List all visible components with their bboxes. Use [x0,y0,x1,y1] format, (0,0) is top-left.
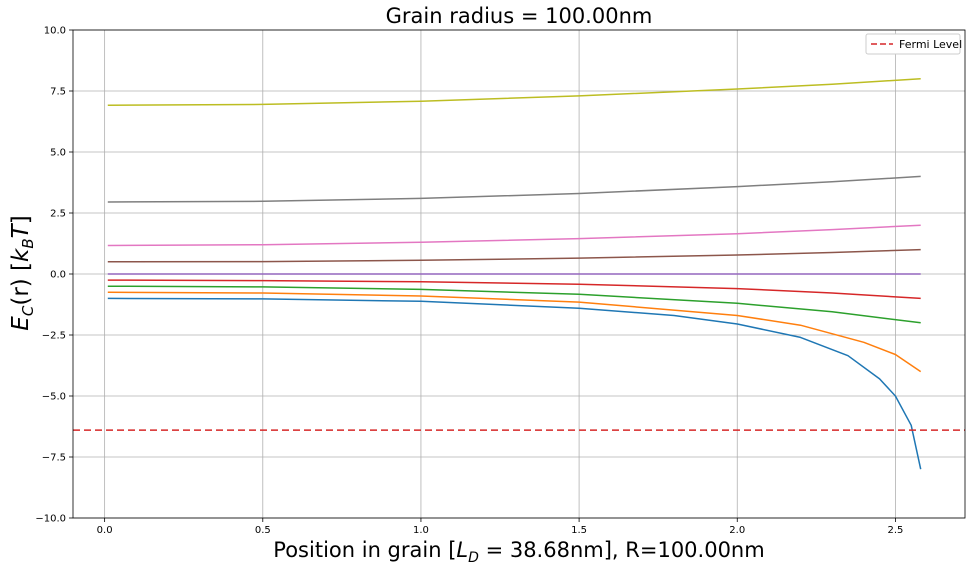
y-tick-label: 5.0 [50,148,66,159]
series-line-7 [107,224,921,247]
series-line-9 [107,78,921,106]
chart-title: Grain radius = 100.00nm [386,4,653,28]
series-line-8 [107,175,921,203]
series-line-2 [107,291,922,373]
legend: Fermi Level [865,33,962,55]
x-tick-label: 0.5 [255,525,271,536]
x-axis-label: Position in grain [LD = 38.68nm], R=100.… [273,538,764,566]
x-tick-label: 1.0 [413,525,429,536]
x-tick-label: 1.5 [571,525,587,536]
series-line-6 [107,248,921,263]
x-tick-label: 2.5 [887,525,903,536]
x-tick-label: 2.0 [729,525,745,536]
y-axis-label: EC(r) [kBT] [8,215,37,330]
y-tick-label: 10.0 [44,26,66,37]
series-line-3 [107,285,921,324]
y-tick-label: −5.0 [42,392,66,403]
y-tick-label: 0.0 [50,270,66,281]
x-tick-label: 0.0 [97,525,113,536]
series-line-1 [107,297,922,470]
y-tick-label: 2.5 [50,209,66,220]
y-tick-label: −10.0 [35,514,66,525]
legend-fermi-label: Fermi Level [899,38,962,51]
x-axis-ticks: 0.0 0.5 1.0 1.5 2.0 2.5 [97,518,903,536]
legend-box [865,33,961,55]
y-tick-label: 7.5 [50,87,66,98]
y-tick-label: −2.5 [42,331,66,342]
series-lines [107,78,922,470]
series-line-4 [107,279,921,300]
y-tick-label: −7.5 [42,453,66,464]
y-axis-ticks: −10.0 −7.5 −5.0 −2.5 0.0 2.5 5.0 7.5 10.0 [35,26,73,525]
